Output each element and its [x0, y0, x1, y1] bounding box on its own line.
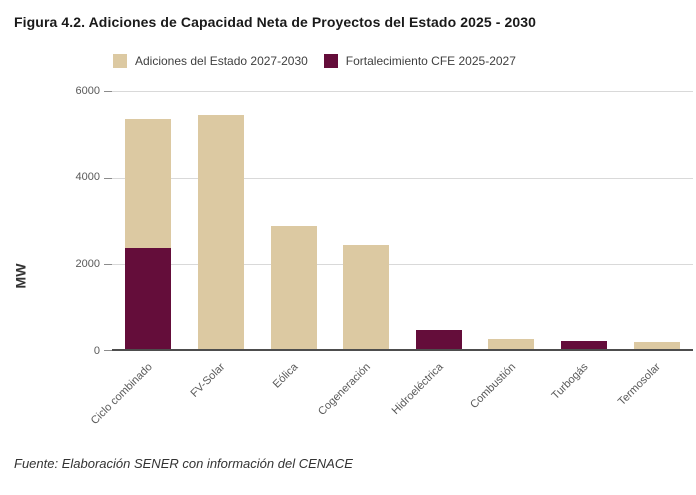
bar-ciclo-combinado-adiciones-del-estado-2027-2030	[125, 119, 172, 248]
bar-combustion-adiciones-del-estado-2027-2030	[488, 338, 535, 349]
y-tick-label-2000: 2000	[75, 258, 100, 270]
legend-swatch-estado	[113, 54, 127, 68]
y-tick-label-6000: 6000	[75, 85, 100, 97]
gridline-6000	[112, 91, 693, 92]
y-tick-label-4000: 4000	[75, 171, 100, 183]
legend-swatch-cfe	[323, 54, 338, 68]
bar-eolica-adiciones-del-estado-2027-2030	[270, 225, 317, 349]
x-category-label-eolica: Eólica	[270, 361, 301, 391]
bar-ciclo-combinado-fortalecimiento-cfe-2025-2027	[125, 248, 172, 349]
x-category-label-cogeneracion: Cogeneración	[315, 361, 373, 418]
bar-hidroelectrica-fortalecimiento-cfe-2025-2027	[415, 329, 462, 349]
x-category-label-combustion: Combustión	[467, 361, 518, 411]
x-category-label-turbogas: Turbogás	[549, 361, 591, 403]
x-category-label-fv-solar: FV-Solar	[188, 361, 228, 400]
gridline-4000	[112, 178, 693, 179]
figure-title: Figura 4.2. Adiciones de Capacidad Neta …	[14, 14, 537, 30]
bar-turbogas-fortalecimiento-cfe-2025-2027	[561, 340, 608, 349]
y-tick-label-0: 0	[93, 345, 100, 357]
x-axis-labels: Ciclo combinado FV-Solar Eólica Cogeneració…	[89, 353, 693, 443]
legend-label-cfe: Fortalecimiento CFE 2025-2027	[345, 54, 516, 68]
x-category-label-ciclo-combinado: Ciclo combinado	[88, 361, 155, 427]
source-note: Fuente: Elaboración SENER con informació…	[14, 456, 353, 471]
bar-cogeneracion-adiciones-del-estado-2027-2030	[343, 245, 390, 349]
y-tick-mark	[104, 350, 112, 351]
x-category-label-hidroelectrica: Hidroeléctrica	[389, 361, 446, 418]
legend-item-estado: Adiciones del Estado 2027-2030	[113, 54, 308, 68]
legend: Adiciones del Estado 2027-2030 Fortaleci…	[113, 54, 516, 68]
plot-area	[112, 91, 693, 351]
legend-label-estado: Adiciones del Estado 2027-2030	[135, 54, 308, 68]
legend-item-cfe: Fortalecimiento CFE 2025-2027	[323, 54, 516, 68]
x-category-label-termosolar: Termosolar	[616, 361, 664, 408]
gridline-2000	[112, 264, 693, 265]
bar-fv-solar-adiciones-del-estado-2027-2030	[197, 115, 244, 349]
y-tick-mark	[104, 264, 112, 265]
y-tick-mark	[104, 178, 112, 179]
bar-termosolar-adiciones-del-estado-2027-2030	[633, 342, 680, 349]
y-tick-mark	[104, 91, 112, 92]
